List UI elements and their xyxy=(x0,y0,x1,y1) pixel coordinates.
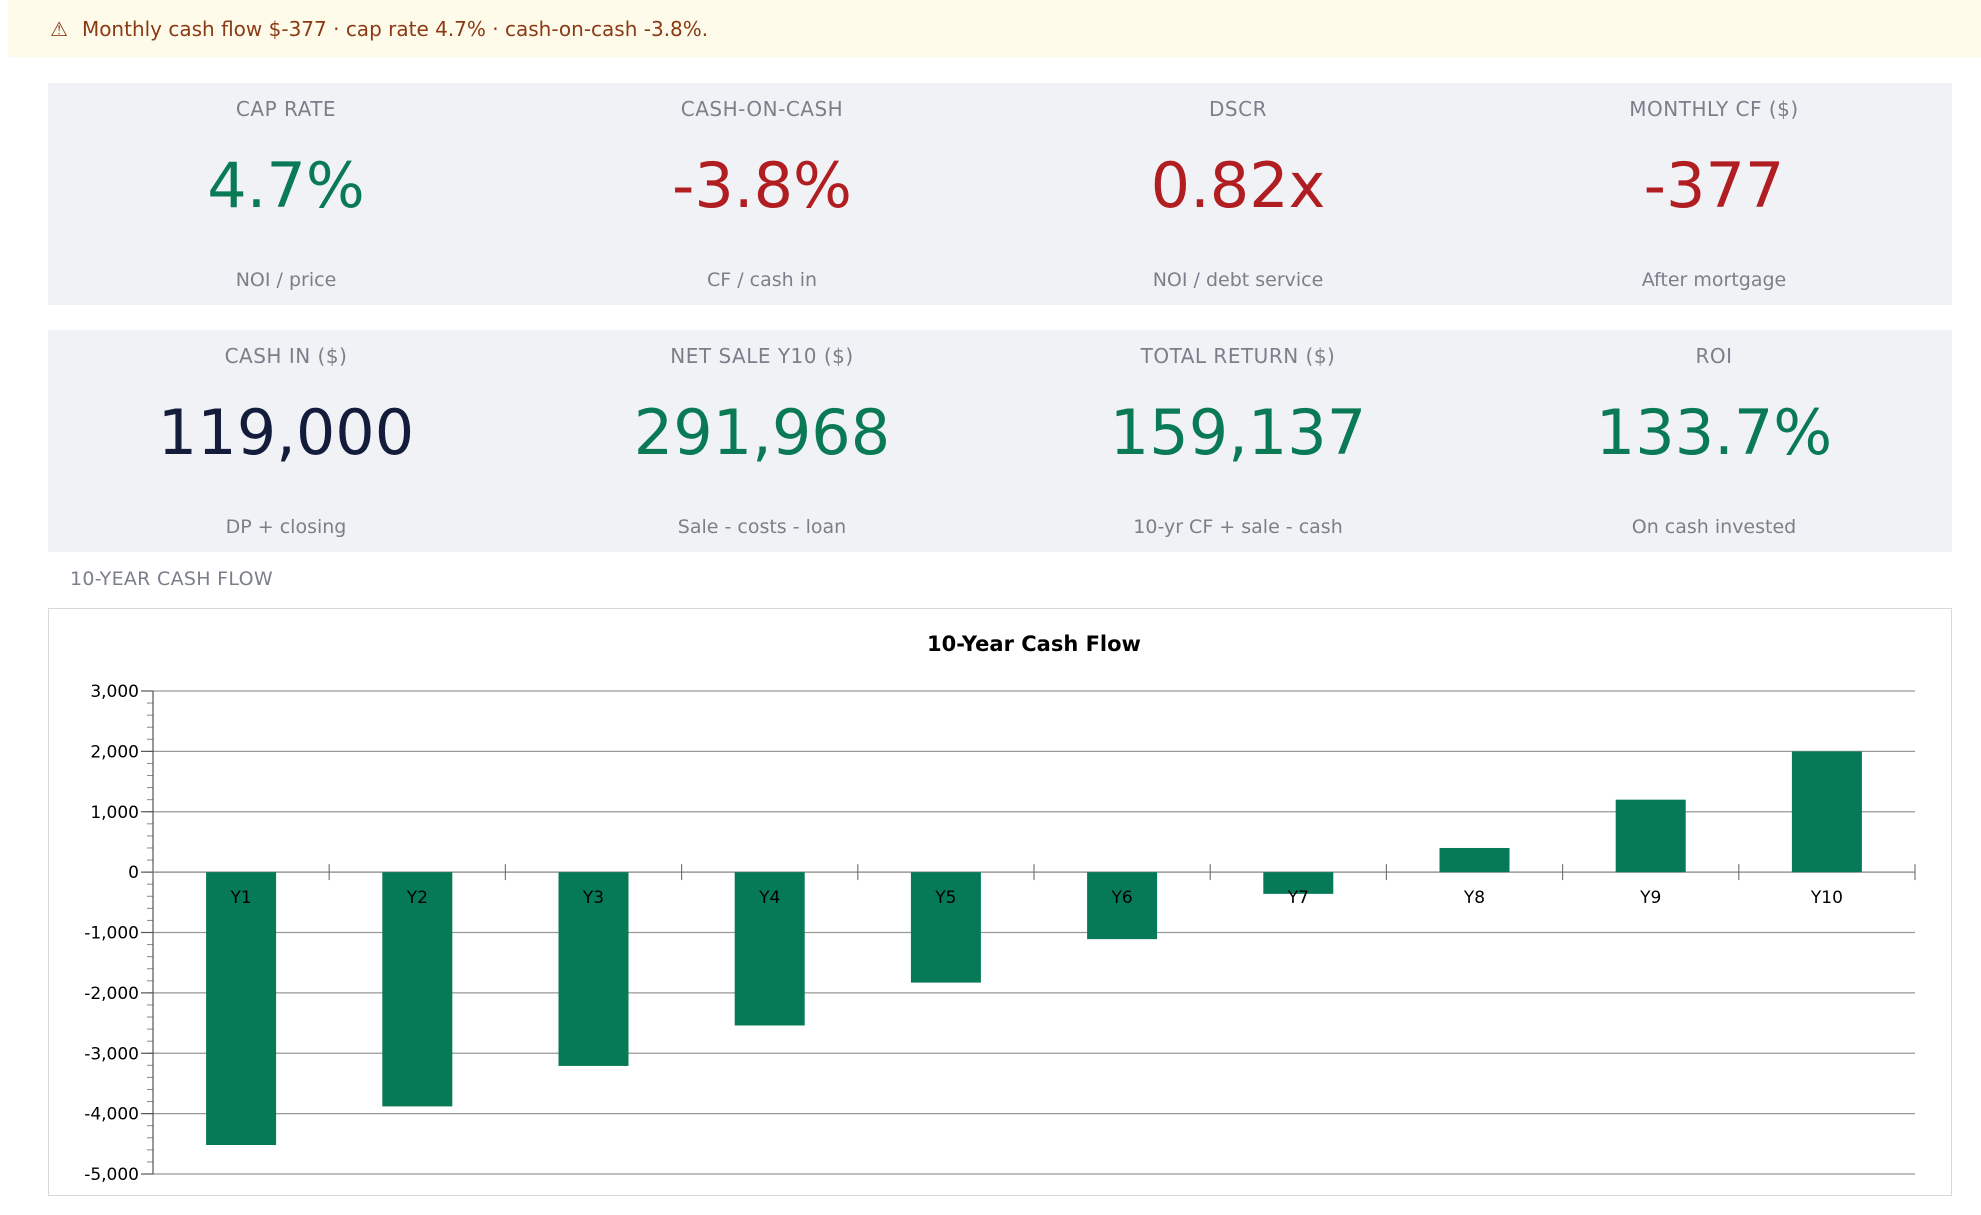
kpi-label: NET SALE Y10 ($) xyxy=(670,344,854,368)
cash-flow-chart-svg: 10-Year Cash Flow 3,000 2,000 1,000 0 -1,000 -… xyxy=(84,632,1916,1185)
kpi-value: 291,968 xyxy=(633,396,891,469)
bar-y7 xyxy=(1263,872,1334,894)
x-tick-label: Y8 xyxy=(1463,888,1485,908)
y-tick-label: 0 xyxy=(128,863,139,883)
x-tick-label: Y2 xyxy=(406,888,428,908)
x-tick-label: Y9 xyxy=(1639,888,1661,908)
kpi-subtext: After mortgage xyxy=(1641,269,1787,291)
kpi-subtext: CF / cash in xyxy=(706,269,818,291)
y-tick-label: 2,000 xyxy=(90,742,139,762)
kpi-total-return: TOTAL RETURN ($) 159,137 10-yr CF + sale… xyxy=(1000,330,1476,552)
x-tick-label: Y1 xyxy=(229,888,251,908)
warning-banner: ⚠ Monthly cash flow $-377 · cap rate 4.7… xyxy=(8,0,1981,57)
kpi-value: -377 xyxy=(1643,149,1785,222)
bar-y2 xyxy=(382,872,453,1107)
kpi-cap-rate: CAP RATE 4.7% NOI / price xyxy=(48,83,524,305)
kpi-label: TOTAL RETURN ($) xyxy=(1140,344,1336,368)
kpi-value: 4.7% xyxy=(207,149,365,222)
kpi-value: 133.7% xyxy=(1595,396,1833,469)
kpi-label: MONTHLY CF ($) xyxy=(1629,97,1799,121)
kpi-value: -3.8% xyxy=(672,149,852,222)
y-tick-label: 3,000 xyxy=(90,682,139,702)
cash-flow-chart: 10-Year Cash Flow 3,000 2,000 1,000 0 -1,000 -… xyxy=(48,608,1952,1196)
y-tick-label: -4,000 xyxy=(84,1105,139,1125)
bar-y4 xyxy=(734,872,805,1026)
y-tick-label: -3,000 xyxy=(84,1044,139,1064)
kpi-subtext: 10-yr CF + sale - cash xyxy=(1133,516,1343,538)
kpi-subtext: On cash invested xyxy=(1631,516,1797,538)
kpi-label: DSCR xyxy=(1209,97,1267,121)
x-tick-label: Y7 xyxy=(1287,888,1309,908)
bar-y9 xyxy=(1615,799,1686,873)
kpi-monthly-cf: MONTHLY CF ($) -377 After mortgage xyxy=(1476,83,1952,305)
kpi-label: ROI xyxy=(1695,344,1733,368)
x-tick-label: Y4 xyxy=(758,888,780,908)
kpi-subtext: NOI / debt service xyxy=(1152,269,1324,291)
kpi-net-sale: NET SALE Y10 ($) 291,968 Sale - costs - … xyxy=(524,330,1000,552)
y-tick-label: -2,000 xyxy=(84,984,139,1004)
kpi-label: CASH IN ($) xyxy=(224,344,348,368)
kpi-dscr: DSCR 0.82x NOI / debt service xyxy=(1000,83,1476,305)
x-tick-label: Y3 xyxy=(582,888,604,908)
bar-y1 xyxy=(206,872,277,1146)
bar-y8 xyxy=(1439,847,1510,873)
kpi-value: 0.82x xyxy=(1150,149,1326,222)
x-tick-label: Y10 xyxy=(1810,888,1843,908)
kpi-subtext: Sale - costs - loan xyxy=(677,516,847,538)
bar-y6 xyxy=(1087,872,1158,940)
kpi-subtext: NOI / price xyxy=(235,269,337,291)
kpi-value: 119,000 xyxy=(157,396,415,469)
kpi-cash-in: CASH IN ($) 119,000 DP + closing xyxy=(48,330,524,552)
bar-y10 xyxy=(1791,751,1862,873)
chart-title: 10-Year Cash Flow xyxy=(927,632,1141,656)
kpi-row-1: CAP RATE 4.7% NOI / price CASH-ON-CASH -… xyxy=(48,83,1952,305)
bar-y5 xyxy=(910,872,981,983)
kpi-roi: ROI 133.7% On cash invested xyxy=(1476,330,1952,552)
x-tick-label: Y6 xyxy=(1110,888,1132,908)
kpi-row-2: CASH IN ($) 119,000 DP + closing NET SAL… xyxy=(48,330,1952,552)
kpi-value: 159,137 xyxy=(1109,396,1367,469)
y-tick-label: -1,000 xyxy=(84,924,139,944)
section-title: 10-YEAR CASH FLOW xyxy=(70,568,273,590)
y-tick-label: 1,000 xyxy=(90,803,139,823)
warning-icon: ⚠ xyxy=(50,16,68,41)
kpi-subtext: DP + closing xyxy=(225,516,347,538)
kpi-label: CASH-ON-CASH xyxy=(680,97,844,121)
y-tick-label: -5,000 xyxy=(84,1165,139,1185)
kpi-cash-on-cash: CASH-ON-CASH -3.8% CF / cash in xyxy=(524,83,1000,305)
bar-y3 xyxy=(558,872,629,1066)
kpi-label: CAP RATE xyxy=(235,97,337,121)
x-tick-label: Y5 xyxy=(934,888,956,908)
warning-text: Monthly cash flow $-377 · cap rate 4.7% … xyxy=(81,16,709,41)
